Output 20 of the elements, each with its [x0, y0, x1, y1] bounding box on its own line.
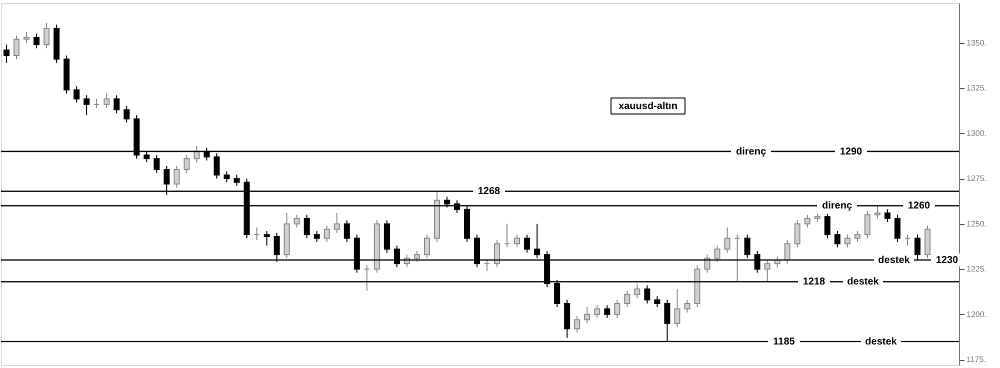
y-tick-label: 1200.	[966, 310, 987, 319]
annotation: 1185	[773, 336, 796, 348]
annotation: 1260	[908, 200, 931, 212]
annotation: 1230	[936, 255, 959, 266]
y-tick-label: 1350.	[966, 38, 987, 48]
y-tick-label: 1300.	[966, 128, 987, 138]
ref-line-label: destek	[878, 255, 910, 266]
ref-line-label: direnç	[822, 200, 852, 212]
annotation: 1268	[478, 186, 501, 198]
y-tick-label: 1175.	[966, 355, 986, 364]
ref-line-label: direnç	[736, 146, 766, 158]
annotation: 1290	[840, 146, 863, 158]
y-tick-label: 1250.	[966, 219, 987, 228]
ref-line-label: destek	[865, 336, 898, 348]
y-tick-label: 1325.	[966, 84, 987, 93]
text: xauusd-altın	[618, 101, 678, 112]
ref-line-label: destek	[847, 276, 880, 288]
y-tick-label: 1225.	[966, 264, 987, 274]
annotation: 1218	[802, 276, 826, 288]
y-tick-label: 1275.	[966, 174, 987, 184]
